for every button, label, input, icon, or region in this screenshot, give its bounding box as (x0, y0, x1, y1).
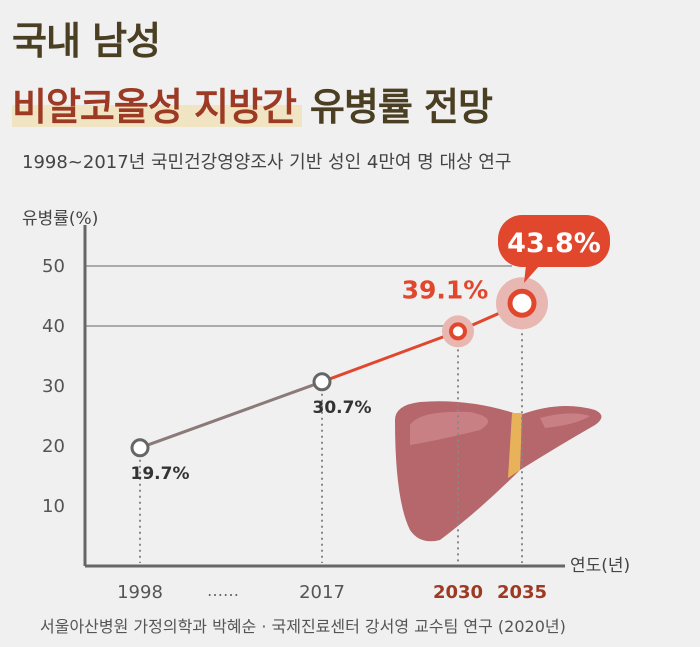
source-note: 서울아산병원 가정의학과 박혜순 · 국제진료센터 강서영 교수팀 연구 (20… (40, 617, 566, 636)
series-segment (139, 380, 323, 450)
data-label-2017: 30.7% (313, 398, 372, 418)
x-gap-marker: …… (207, 581, 239, 600)
callout-pointer (524, 265, 540, 283)
title-line2: 비알코올성 지방간 유병률 전망 (12, 76, 493, 131)
data-label-1998: 19.7% (131, 464, 190, 484)
x-tick-label-1998: 1998 (117, 582, 163, 603)
x-tick-label-2017: 2017 (299, 582, 345, 603)
title-rest: 유병률 전망 (309, 85, 493, 129)
title-highlight: 비알코올성 지방간 (12, 85, 302, 129)
title-line1: 국내 남성 (12, 19, 161, 63)
y-tick-label: 50 (42, 256, 65, 277)
y-tick-label: 40 (42, 316, 65, 337)
y-axis-label: 유병률(%) (22, 209, 98, 229)
data-point-2035 (507, 288, 537, 318)
data-point-1998 (130, 438, 150, 458)
x-tick-label-2030: 2030 (433, 582, 483, 603)
x-tick-label-2035: 2035 (497, 582, 547, 603)
subtitle: 1998~2017년 국민건강영양조사 기반 성인 4만여 명 대상 연구 (22, 152, 512, 173)
data-label-2030: 39.1% (402, 275, 489, 304)
series-segment (321, 329, 459, 384)
data-point-2017 (312, 372, 332, 392)
data-label-2035: 43.8% (507, 228, 601, 259)
y-tick-label: 10 (42, 496, 65, 517)
liver-illustration (395, 401, 602, 542)
value-callout (498, 215, 610, 267)
y-tick-label: 30 (42, 376, 65, 397)
y-tick-label: 20 (42, 436, 65, 457)
data-point-2030 (449, 322, 467, 341)
x-axis-label: 연도(년) (570, 556, 630, 576)
